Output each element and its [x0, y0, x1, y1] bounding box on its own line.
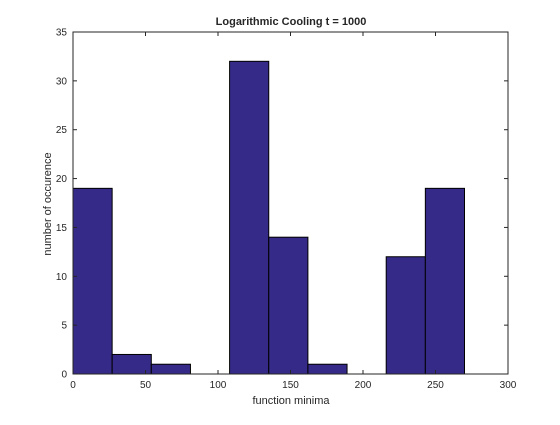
x-tick-label-1: 50	[140, 380, 152, 391]
y-tick-label-0: 0	[61, 370, 67, 381]
histogram-bar-6	[307, 363, 348, 375]
x-tick-label-5: 250	[427, 380, 444, 391]
y-tick-label-5: 25	[56, 125, 68, 136]
x-tick-label-6: 300	[500, 380, 517, 391]
x-tick-label-2: 100	[210, 380, 227, 391]
histogram-bar-8	[385, 256, 426, 375]
x-axis-label: function minima	[252, 395, 330, 407]
x-tick-label-4: 200	[355, 380, 372, 391]
y-tick-label-4: 20	[56, 174, 68, 185]
histogram-bar-2	[150, 363, 191, 375]
histogram-bar-0	[72, 187, 113, 375]
y-tick-label-6: 30	[56, 76, 68, 87]
ticks-group: 0 50 100 150 200 250 300 0 5 10 15 20 25 30 35	[56, 28, 517, 392]
y-tick-label-7: 35	[56, 28, 68, 39]
chart-title: Logarithmic Cooling t = 1000	[216, 16, 367, 28]
y-tick-label-3: 15	[56, 223, 68, 234]
x-tick-label-3: 150	[282, 380, 299, 391]
bars-group	[72, 60, 466, 375]
y-tick-label-1: 5	[61, 321, 67, 332]
histogram-bar-4	[229, 60, 270, 375]
y-tick-label-2: 10	[56, 272, 68, 283]
x-tick-label-0: 0	[70, 380, 76, 391]
histogram-bar-9	[424, 187, 466, 375]
y-axis-label: number of occurence	[42, 152, 54, 255]
histogram-bar-5	[268, 236, 309, 375]
